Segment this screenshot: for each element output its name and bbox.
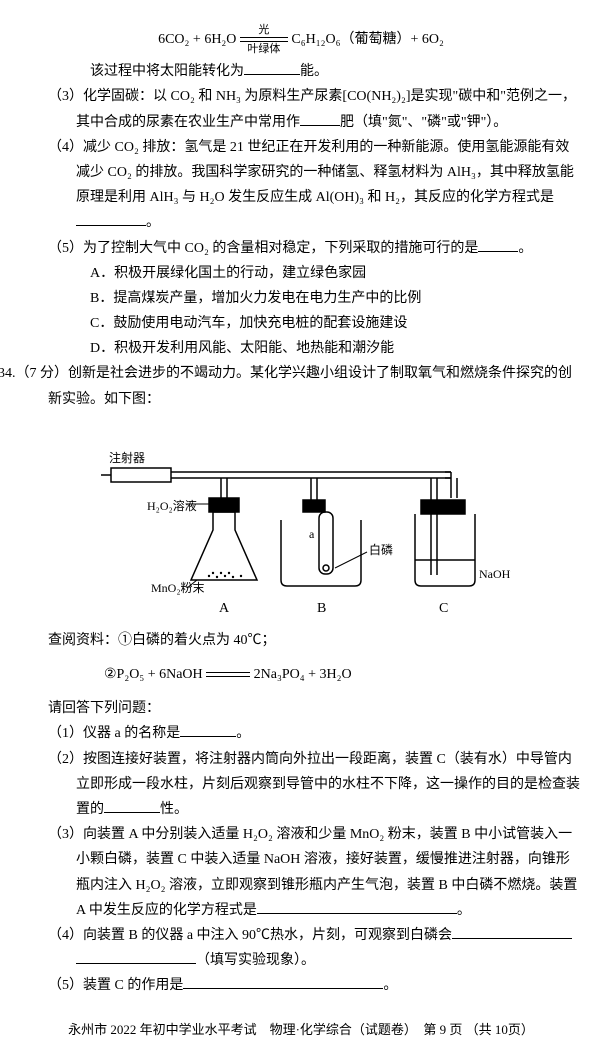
blank xyxy=(452,924,572,939)
ref-1: 查阅资料：①白磷的着火点为 40℃； xyxy=(20,628,582,653)
blank xyxy=(76,949,196,964)
blank xyxy=(300,111,340,126)
line-energy: 该过程中将太阳能转化为能。 xyxy=(20,59,582,84)
svg-text:a: a xyxy=(309,527,315,541)
answer-head: 请回答下列问题： xyxy=(20,696,582,721)
a1: （1）仪器 a 的名称是。 xyxy=(20,721,582,746)
equation-photosynthesis: 6CO₂ + 6H₂O 光 叶绿体 C₆H₁₂O₆（葡萄糖）+ 6O₂ xyxy=(20,24,582,55)
option-a: A．积极开展绿化国土的行动，建立绿色家园 xyxy=(20,261,582,286)
blank xyxy=(180,722,236,737)
svg-text:A: A xyxy=(219,601,230,616)
svg-text:B: B xyxy=(317,601,326,616)
blank xyxy=(183,974,383,989)
option-d: D．积极开发利用风能、太阳能、地热能和潮汐能 xyxy=(20,336,582,361)
eq-arrow-2 xyxy=(206,659,250,690)
svg-text:NaOH溶液: NaOH溶液 xyxy=(479,566,511,581)
apparatus-diagram: 注射器 H₂O₂溶液 MnO xyxy=(20,420,582,620)
a3: （3）向装置 A 中分别装入适量 H₂O₂ 溶液和少量 MnO₂ 粉末，装置 B… xyxy=(20,822,582,923)
option-b: B．提高煤炭产量，增加火力发电在电力生产中的比例 xyxy=(20,286,582,311)
svg-text:C: C xyxy=(439,601,448,616)
svg-text:MnO₂粉末: MnO₂粉末 xyxy=(151,581,205,595)
a4: （4）向装置 B 的仪器 a 中注入 90℃热水，片刻，可观察到白磷会 （填写实… xyxy=(20,923,582,973)
eq-left: 6CO₂ + 6H₂O xyxy=(158,32,236,47)
q3: （3）化学固碳：以 CO₂ 和 NH₃ 为原料生产尿素[CO(NH₂)₂]是实现… xyxy=(20,84,582,134)
eq-arrow: 光 叶绿体 xyxy=(240,24,288,55)
blank xyxy=(76,211,146,226)
svg-text:注射器: 注射器 xyxy=(109,450,145,465)
blank xyxy=(478,237,518,252)
svg-text:H₂O₂溶液: H₂O₂溶液 xyxy=(147,498,197,513)
blank xyxy=(257,899,457,914)
blank xyxy=(104,798,160,813)
q4: （4）减少 CO₂ 排放：氢气是 21 世纪正在开发利用的一种新能源。使用氢能源… xyxy=(20,135,582,236)
a2: （2）按图连接好装置，将注射器内筒向外拉出一段距离，装置 C（装有水）中导管内立… xyxy=(20,747,582,823)
page-footer: 永州市 2022 年初中学业水平考试 物理·化学综合（试题卷） 第 9 页 （共… xyxy=(20,1018,582,1041)
blank xyxy=(244,60,300,75)
svg-text:白磷: 白磷 xyxy=(369,542,393,557)
eq-right: C₆H₁₂O₆（葡萄糖）+ 6O₂ xyxy=(291,32,443,47)
option-c: C．鼓励使用电动汽车，加快充电桩的配套设施建设 xyxy=(20,311,582,336)
q34: 34.（7 分）创新是社会进步的不竭动力。某化学兴趣小组设计了制取氧气和燃烧条件… xyxy=(20,361,582,411)
q5: （5）为了控制大气中 CO₂ 的含量相对稳定，下列采取的措施可行的是。 xyxy=(20,236,582,261)
ref-2: ②P₂O₅ + 6NaOH 2Na₃PO₄ + 3H₂O xyxy=(20,659,582,690)
a5: （5）装置 C 的作用是。 xyxy=(20,973,582,998)
